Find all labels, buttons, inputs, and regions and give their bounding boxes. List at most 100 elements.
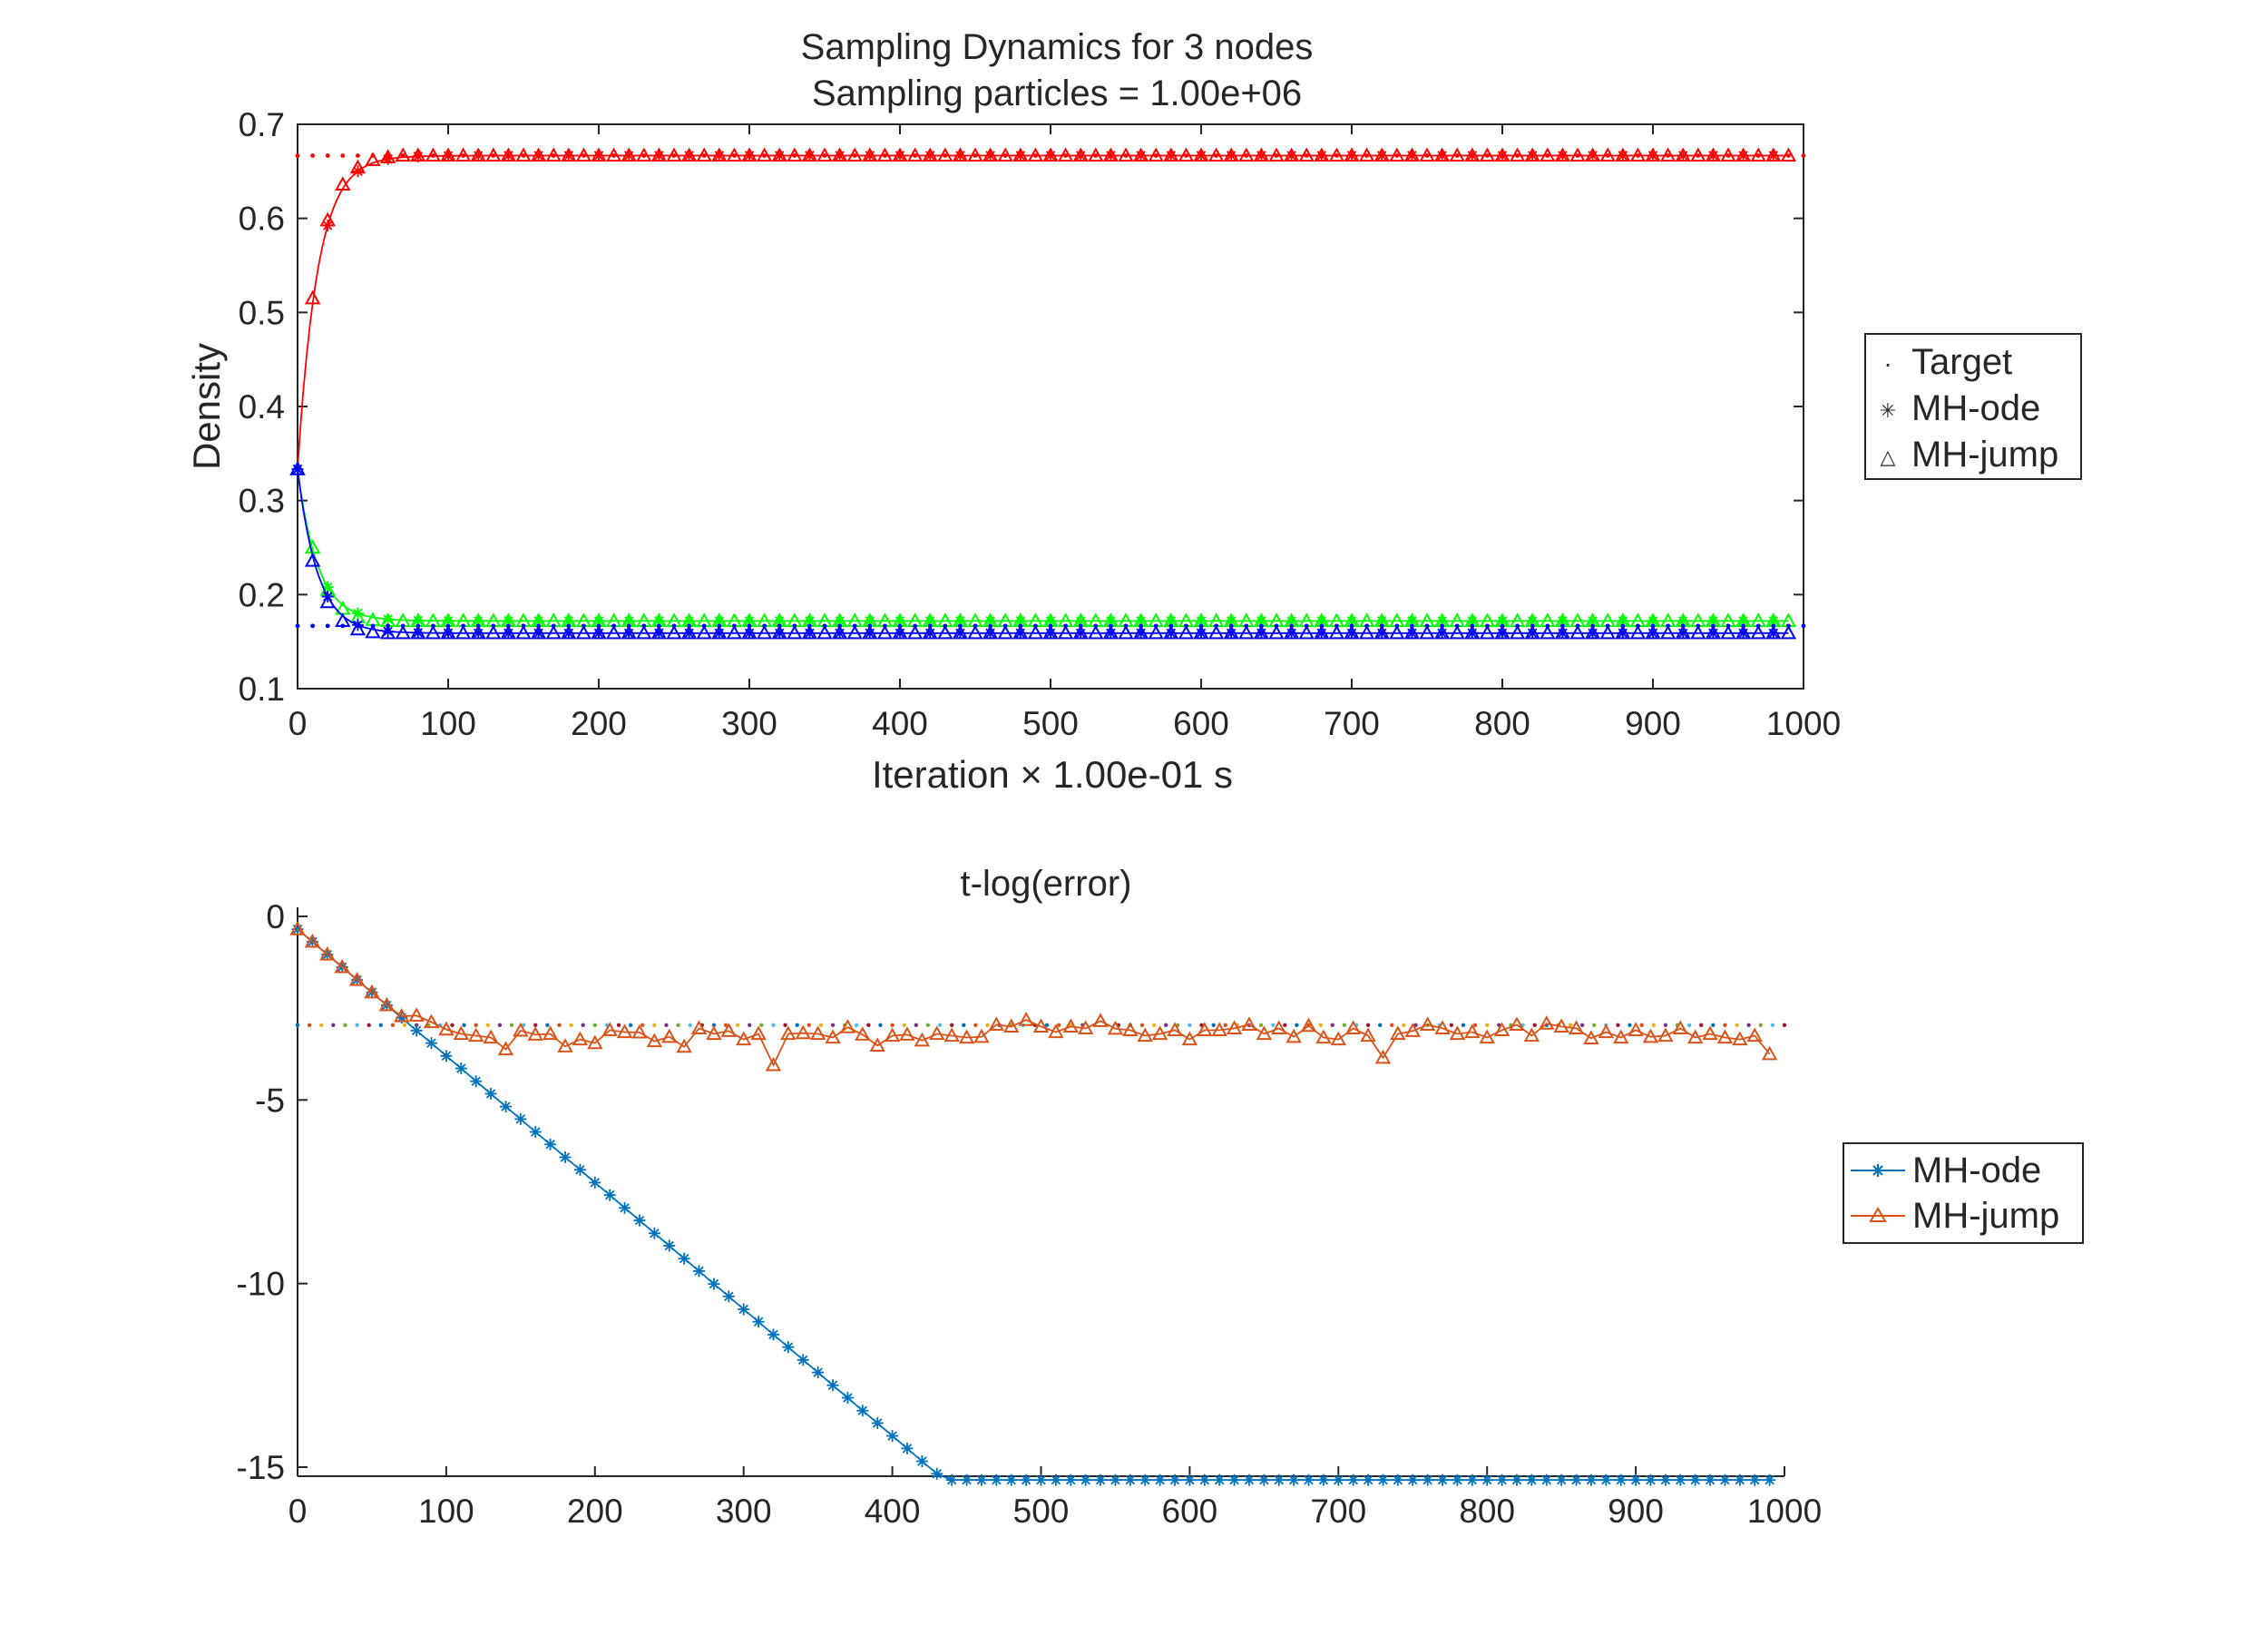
top-ode-marker	[351, 619, 364, 631]
top-jump-marker	[937, 147, 953, 162]
top-legend-box	[1864, 333, 2082, 480]
bottom-jump-marker	[1419, 1016, 1436, 1031]
bottom-legend-marker-mh-ode	[1872, 1164, 1884, 1177]
bottom-y-tick-label: -15	[237, 1449, 285, 1486]
bottom-ticks: 0 100 200 300 400 500 600 700 800 900 1000 0 -5 -10 -1…	[237, 898, 1823, 1530]
top-ode-marker	[1074, 614, 1087, 627]
bottom-line-mh-ode	[297, 928, 1770, 1482]
bottom-reference-point	[1258, 1023, 1264, 1027]
bottom-ode-marker	[470, 1075, 483, 1088]
top-jump-marker	[1449, 147, 1465, 162]
bottom-reference-point	[949, 1023, 954, 1027]
bottom-reference-point	[735, 1023, 740, 1027]
bottom-jump-marker	[497, 1041, 514, 1056]
bottom-ode-marker	[1510, 1473, 1523, 1486]
bottom-ode-marker	[1243, 1473, 1256, 1486]
top-jump-marker	[425, 147, 442, 162]
bottom-ode-marker	[826, 1379, 839, 1392]
top-ode-marker	[1195, 627, 1207, 640]
bottom-reference-point	[1686, 1023, 1692, 1027]
top-ode-marker	[1436, 614, 1449, 627]
top-jump-marker	[846, 147, 863, 162]
top-target-point	[310, 153, 315, 158]
bottom-reference-point	[914, 1023, 919, 1027]
top-x-tick-label: 500	[1022, 705, 1079, 742]
bottom-reference-point	[1139, 1023, 1145, 1027]
bottom-jump-marker	[1167, 1022, 1183, 1037]
top-jump-marker	[379, 624, 396, 640]
bottom-reference-point	[1723, 1023, 1727, 1027]
bottom-reference-point	[748, 1023, 752, 1027]
bottom-reference-point	[1449, 1023, 1454, 1027]
bottom-reference-point	[390, 1023, 396, 1027]
top-ode-marker	[713, 614, 726, 627]
top-ode-marker	[1677, 614, 1689, 627]
bottom-reference-point	[545, 1023, 550, 1027]
top-ode-marker	[1556, 627, 1569, 640]
bottom-ode-marker	[1050, 1473, 1062, 1486]
bottom-ode-marker	[1109, 1473, 1121, 1486]
bottom-ode-marker	[603, 1189, 616, 1201]
top-jump-marker	[365, 623, 381, 639]
top-jump-marker	[545, 624, 562, 640]
top-ode-marker	[894, 150, 906, 162]
bottom-jump-marker	[572, 1031, 589, 1046]
top-ode-marker	[1135, 150, 1148, 162]
bottom-reference-point	[795, 1023, 799, 1027]
bottom-reference-point	[688, 1023, 692, 1027]
bottom-x-tick-label: 500	[1013, 1493, 1070, 1530]
top-ode-marker	[1375, 614, 1388, 627]
top-jump-marker	[485, 147, 502, 162]
bottom-reference-point	[331, 1023, 336, 1027]
top-jump-marker	[1509, 624, 1526, 640]
bottom-reference-point	[652, 1023, 657, 1027]
bottom-ode-marker	[1168, 1473, 1181, 1486]
bottom-ode-marker	[812, 1366, 825, 1379]
bottom-reference-point	[866, 1023, 871, 1027]
bottom-reference-point	[367, 1023, 371, 1027]
top-ode-marker	[1345, 150, 1358, 162]
bottom-reference-point	[1592, 1023, 1597, 1027]
bottom-x-tick-label: 800	[1459, 1493, 1515, 1530]
top-legend-marker-target: ·	[1883, 349, 1892, 377]
bottom-jump-marker	[839, 1019, 856, 1033]
bottom-reference-point	[1568, 1023, 1573, 1027]
top-jump-marker	[1389, 147, 1405, 162]
top-jump-marker	[876, 624, 894, 640]
top-jump-marker	[1720, 147, 1736, 162]
top-jump-marker	[787, 147, 803, 162]
bottom-reference-point	[1342, 1023, 1347, 1027]
top-ode-marker	[1767, 627, 1780, 640]
bottom-reference-point	[759, 1023, 764, 1027]
bottom-jump-marker	[304, 933, 321, 948]
top-ode-marker	[713, 627, 726, 640]
top-jump-marker	[1088, 147, 1104, 162]
bottom-jump-marker	[1374, 1049, 1392, 1064]
bottom-reference-point	[533, 1023, 538, 1027]
top-ode-marker	[1526, 150, 1539, 162]
top-jump-marker	[1629, 147, 1647, 162]
bottom-jump-marker	[1330, 1031, 1346, 1046]
top-ode-marker	[1436, 627, 1449, 640]
top-jump-marker	[937, 624, 953, 640]
bottom-x-tick-label: 900	[1608, 1493, 1664, 1530]
bottom-jump-marker	[1434, 1020, 1451, 1035]
top-ode-marker	[472, 150, 484, 162]
bottom-x-tick-label: 400	[865, 1493, 921, 1530]
top-ode-marker	[713, 150, 726, 162]
top-ode-marker	[1496, 150, 1509, 162]
top-jump-marker	[1238, 624, 1255, 640]
bottom-ode-marker	[1005, 1473, 1018, 1486]
top-ode-marker	[562, 614, 575, 627]
top-ode-marker	[743, 150, 756, 162]
top-ode-marker	[1767, 614, 1780, 627]
bottom-ode-marker	[1451, 1473, 1463, 1486]
top-jump-marker	[1780, 147, 1797, 162]
top-jump-marker	[756, 624, 773, 640]
top-ode-marker	[1587, 627, 1599, 640]
top-ode-marker	[592, 627, 605, 640]
bottom-jump-marker	[1523, 1027, 1540, 1043]
top-ode-marker	[1587, 614, 1599, 627]
top-jump-marker	[696, 624, 712, 640]
bottom-ode-marker	[1496, 1473, 1509, 1486]
